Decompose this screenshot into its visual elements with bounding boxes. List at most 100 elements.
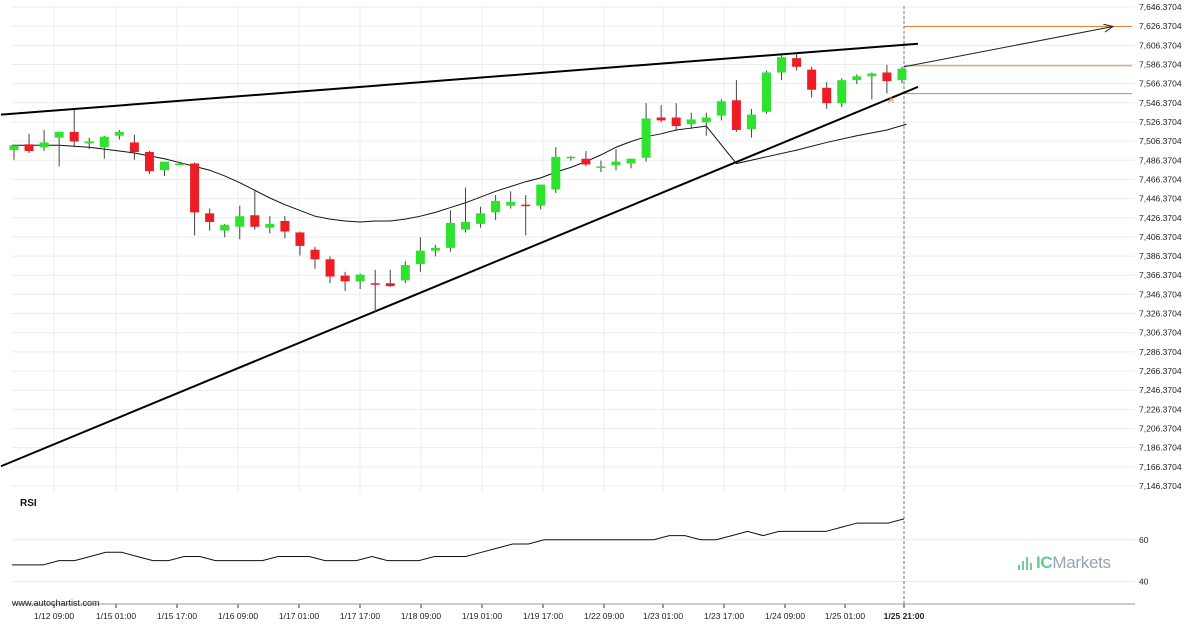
candle-down xyxy=(370,283,380,285)
candle-down xyxy=(144,152,154,172)
y-tick-label: 7,146.3704 xyxy=(1139,481,1182,491)
rsi-tick-label: 60 xyxy=(1139,535,1149,545)
candle-down xyxy=(205,213,215,222)
candle-up xyxy=(701,117,711,123)
forecast-arrow-head-icon xyxy=(1103,23,1115,33)
candle-up xyxy=(566,156,576,159)
y-tick-label: 7,266.3704 xyxy=(1139,366,1182,376)
y-tick-label: 7,166.3704 xyxy=(1139,462,1182,472)
y-tick-label: 7,586.3704 xyxy=(1139,59,1182,69)
moving-average-line xyxy=(12,123,907,223)
y-tick-label: 7,306.3704 xyxy=(1139,328,1182,338)
x-tick-label: 1/22 09:00 xyxy=(584,611,624,621)
price-levels xyxy=(903,6,1132,604)
candle-up xyxy=(491,200,501,213)
candle-down xyxy=(822,87,832,104)
logo-bars-icon xyxy=(1018,556,1032,570)
y-tick-label: 7,566.3704 xyxy=(1139,79,1182,89)
y-tick-label: 7,386.3704 xyxy=(1139,251,1182,261)
candle-down xyxy=(671,117,681,127)
candle-down xyxy=(731,100,741,130)
candle-up xyxy=(897,68,907,81)
candle-up xyxy=(54,131,64,138)
y-tick-label: 7,286.3704 xyxy=(1139,347,1182,357)
annotations: A xyxy=(888,23,1115,105)
y-tick-label: 7,486.3704 xyxy=(1139,155,1182,165)
candle-up xyxy=(160,161,169,171)
x-tick-label: 1/25 21:00 xyxy=(884,611,925,621)
y-axis: 7,646.3704 7,626.3704 7,606.3704 7,586.3704… xyxy=(1139,2,1182,587)
candle-up xyxy=(114,131,124,136)
candle-down xyxy=(581,158,591,165)
candle-down xyxy=(310,249,320,260)
candle-up xyxy=(611,161,621,166)
candle-down xyxy=(69,131,79,142)
candle-up xyxy=(476,213,486,224)
x-tick-label: 1/17 17:00 xyxy=(340,611,380,621)
y-tick-label: 7,186.3704 xyxy=(1139,443,1182,453)
candle-up xyxy=(220,224,230,231)
x-tick-label: 1/15 01:00 xyxy=(96,611,136,621)
candle-down xyxy=(521,204,531,207)
x-tick-label: 1/19 01:00 xyxy=(462,611,502,621)
logo-ic: IC xyxy=(1036,553,1053,572)
rsi-tick-label: 40 xyxy=(1139,577,1149,587)
candle-up xyxy=(506,201,516,206)
rsi-title: RSI xyxy=(20,498,37,509)
candle-up xyxy=(852,76,862,81)
candle-down xyxy=(190,163,200,213)
watermark: www.autochartist.com xyxy=(12,598,100,608)
y-tick-label: 7,346.3704 xyxy=(1139,289,1182,299)
candle-up xyxy=(837,80,847,104)
y-tick-label: 7,326.3704 xyxy=(1139,309,1182,319)
y-tick-label: 7,226.3704 xyxy=(1139,404,1182,414)
y-tick-label: 7,626.3704 xyxy=(1139,21,1182,31)
x-tick-label: 1/12 09:00 xyxy=(34,611,74,621)
y-tick-label: 7,646.3704 xyxy=(1139,2,1182,12)
candle-up xyxy=(355,274,365,282)
candle-up xyxy=(461,221,470,230)
candle-down xyxy=(340,275,350,282)
resistance-trendline xyxy=(0,42,919,116)
candle-up xyxy=(641,118,651,158)
candle-up xyxy=(716,101,726,116)
x-tick-label: 1/16 09:00 xyxy=(218,611,258,621)
forecast-arrow-line xyxy=(903,26,1114,68)
x-tick-label: 1/25 01:00 xyxy=(825,611,865,621)
x-tick-label: 1/18 09:00 xyxy=(401,611,441,621)
candle-up xyxy=(175,163,185,166)
candle-up xyxy=(762,72,771,112)
x-tick-label: 1/15 17:00 xyxy=(157,611,197,621)
y-tick-label: 7,606.3704 xyxy=(1139,40,1182,50)
candle-down xyxy=(280,220,290,232)
y-tick-label: 7,206.3704 xyxy=(1139,424,1182,434)
y-tick-label: 7,506.3704 xyxy=(1139,136,1182,146)
rsi-panel xyxy=(12,518,905,566)
rsi-grid-lines xyxy=(12,539,1135,583)
candle-up xyxy=(235,216,245,227)
candle-up xyxy=(84,141,94,144)
brand-logo: ICMarkets xyxy=(1018,552,1111,574)
y-tick-label: 7,406.3704 xyxy=(1139,232,1182,242)
candle-down xyxy=(807,69,817,90)
candle-down xyxy=(792,58,802,67)
candle-up xyxy=(430,247,440,251)
candle-up xyxy=(99,136,109,148)
candle-down xyxy=(295,232,305,246)
moving-average xyxy=(12,123,907,223)
candle-up xyxy=(867,73,877,77)
point-label-a: A xyxy=(888,95,894,105)
x-tick-label: 1/23 01:00 xyxy=(643,611,683,621)
candle-up xyxy=(551,156,561,190)
candles xyxy=(9,53,907,312)
grid-lines xyxy=(12,6,1135,492)
candle-up xyxy=(445,222,455,248)
candle-down xyxy=(325,259,335,277)
trendlines xyxy=(0,42,919,468)
candle-up xyxy=(686,119,696,125)
x-tick-label: 1/23 17:00 xyxy=(704,611,744,621)
candle-up xyxy=(746,114,756,130)
x-tick-label: 1/24 09:00 xyxy=(765,611,805,621)
y-tick-label: 7,426.3704 xyxy=(1139,213,1182,223)
candle-up xyxy=(626,158,636,164)
